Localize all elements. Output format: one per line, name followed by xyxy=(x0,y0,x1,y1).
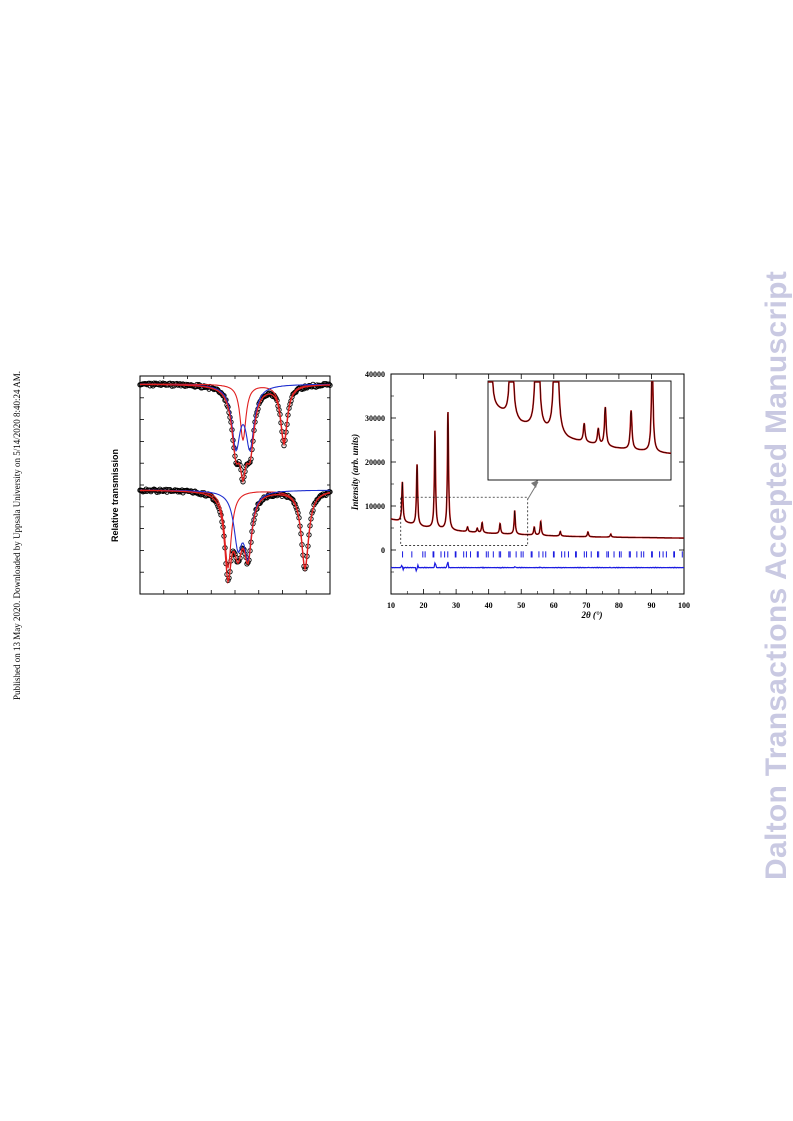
lower-spectrum-data-point xyxy=(327,489,333,495)
x-tick-label: 80 xyxy=(615,601,623,610)
x-tick-label: 30 xyxy=(452,601,460,610)
x-tick-label: 40 xyxy=(485,601,493,610)
x-tick-label: 100 xyxy=(678,601,690,610)
upper-spectrum-data-point xyxy=(146,380,152,386)
x-tick-label: 60 xyxy=(550,601,558,610)
lower-spectrum-fit-total xyxy=(140,489,331,585)
x-tick-label: 20 xyxy=(420,601,428,610)
y-tick-label: 30000 xyxy=(365,414,385,423)
x-tick-label: 70 xyxy=(582,601,590,610)
difference-curve xyxy=(390,561,684,573)
zoom-arrowhead xyxy=(531,480,538,488)
x-tick-label: 50 xyxy=(517,601,525,610)
inset-frame xyxy=(487,380,672,481)
x-tick-label: 10 xyxy=(387,601,395,610)
upper-spectrum-fit-total xyxy=(140,383,331,484)
x-tick-label: 90 xyxy=(647,601,655,610)
x-axis-label: 2θ (°) xyxy=(580,610,602,620)
y-axis-label: Relative transmission xyxy=(110,449,120,542)
y-axis-label: Intensity (arb. units) xyxy=(350,434,360,511)
y-tick-label: 20000 xyxy=(365,458,385,467)
y-tick-label: 10000 xyxy=(365,502,385,511)
y-tick-label: 0 xyxy=(381,546,385,555)
y-tick-label: 40000 xyxy=(365,370,385,379)
observed-profile xyxy=(390,411,684,539)
lower-spectrum-data-point xyxy=(289,496,295,502)
inset-observed xyxy=(488,381,671,454)
